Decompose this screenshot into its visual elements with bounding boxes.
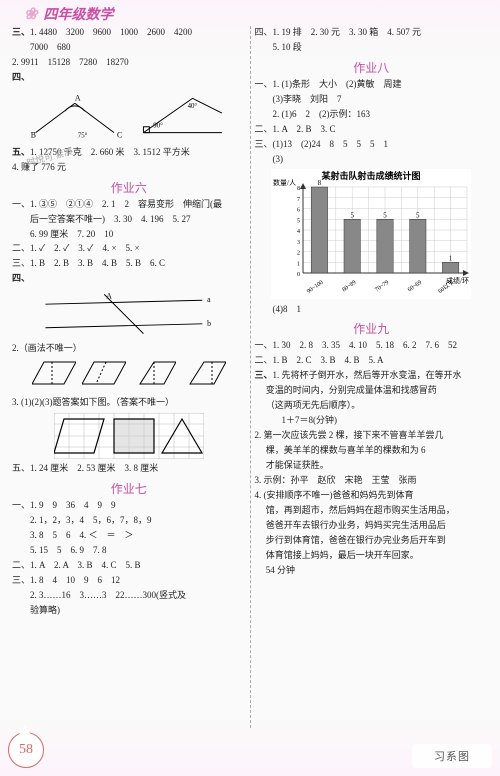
z9-q4-l3: 爸爸开车去银行办业务，妈妈买完生活用品后 [255,519,489,533]
svg-text:B: B [31,130,36,139]
z9-er: 二、1. B 2. C 3. B 4. B 5. A [255,354,489,368]
right-column: 四、1. 19 排 2. 30 元 3. 30 箱 4. 507 元 5. 10… [251,26,493,728]
parallel-lines-figure: a b A [16,289,242,339]
z9-san-head: 三、1. 先将杯子倒开水，然后等开水变温，在等开水 [255,369,489,383]
z7-er: 二、1. A 2. A 3. B 4. C 5. B [12,559,246,573]
svg-text:A: A [106,292,112,301]
svg-text:6: 6 [297,207,300,213]
svg-text:7: 7 [297,196,300,202]
svg-text:75°: 75° [78,132,88,139]
svg-text:底: 底 [46,387,53,388]
r-si-l1: 四、1. 19 排 2. 30 元 3. 30 箱 4. 507 元 [255,26,489,40]
paw-icon: ❀ [24,4,37,24]
z7-yi-l4: 5. 15 5 6. 9 7. 8 [12,544,246,558]
svg-text:1: 1 [449,254,453,262]
z8-yi-l2: (3)李晓 刘阳 7 [255,93,489,107]
si-head: 四、 [12,71,246,85]
grid-answer-figure [12,413,246,459]
z9-q1-l4: 1＋7＝8(分钟) [255,414,489,428]
svg-text:8: 8 [297,186,300,192]
z6-er: 二、1. ✓ 2. ✓ 3. ✓ 4. × 5. × [12,242,246,256]
san-l1: 三、1. 4480 3200 9600 1000 2600 4200 [12,26,246,40]
z6-yi-l2: 后一空答案不唯一) 3. 30 4. 196 5. 27 [12,213,246,227]
svg-text:C: C [117,130,122,139]
svg-text:3: 3 [297,239,300,245]
z9-q4-l2: 馆，再到超市，然后妈妈在超市购买生活用品， [255,504,489,518]
z7-yi-l2: 2. 1，2，3，4 5，6，7，8，9 [12,514,246,528]
svg-text:成绩/环: 成绩/环 [446,276,469,285]
shape-1: 底 [32,358,76,388]
page-number-badge: 58 [8,732,44,768]
z8-er: 二、1. A 2. B 3. C [255,123,489,137]
z9-q4-l6: 54 分钟 [255,564,489,578]
z7-san-l2: 2. 3……16 3……3 22……300(竖式及 [12,589,246,603]
z6-yi-l3: 6. 99 厘米 7. 20 10 [12,228,246,242]
z6-san: 三、1. B 2. B 3. B 4. B 5. B 6. C [12,257,246,271]
zuoye6-title: 作业六 [12,179,246,196]
z9-q4-l4: 步行到体育馆，爸爸在银行办完业务后开车到 [255,534,489,548]
page-number: 58 [19,742,33,758]
shape-4: 高 [182,358,226,388]
svg-text:5: 5 [384,211,388,219]
z9-q1-l2: 变温的时间内，分别完成量体温和找感冒药 [255,384,489,398]
svg-text:40°: 40° [188,103,198,110]
svg-text:1: 1 [297,261,300,267]
zuoye8-title: 作业八 [255,59,489,76]
z7-yi-l1: 一、1. 9 9 36 4 9 9 [12,499,246,513]
z9-q2-l1: 2. 第一次应该先尝 2 棵，接下来不管喜羊羊尝几 [255,429,489,443]
z8-san-l1: 三、(1)13 (2)24 8 5 5 5 1 [255,138,489,152]
z8-yi-l1: 一、1. (1)条形 大小 (2)黄敏 周建 [255,78,489,92]
z6-si-head: 四、 [12,272,246,286]
z9-yi: 一、1. 30 2. 8 3. 35 4. 10 5. 18 6. 2 7. 6… [255,339,489,353]
angle-figure: B A 75° C 40° 90° [16,88,242,143]
page-title: 四年级数学 [43,4,113,24]
svg-text:0: 0 [297,272,300,278]
svg-text:a: a [207,295,211,304]
svg-text:A: A [75,93,81,102]
svg-text:5: 5 [297,218,300,224]
z7-san-l1: 三、1. 8 4 10 9 6 12 [12,574,246,588]
svg-text:b: b [207,319,211,328]
zuoye9-title: 作业九 [255,320,489,337]
svg-text:底: 底 [146,387,153,388]
svg-text:90°: 90° [153,123,163,130]
z6-shapes3-caption: 3. (1)(2)(3)题答案如下图。（答案不唯一） [12,396,246,410]
shape-2: 高 [82,358,126,388]
san-l3: 2. 9911 15128 7280 18270 [12,56,246,70]
z8-yi-l3: 2. (1)6 2 (2)示例：163 [255,108,489,122]
bar-chart: 某射击队射击成绩统计图数量/人012345678890~100580~89570… [271,169,471,299]
z9-q4-l1: 4. (安排顺序不唯一)爸爸和妈妈先到体育 [255,489,489,503]
svg-text:高: 高 [196,387,203,388]
r-si-l2: 5. 10 段 [255,41,489,55]
z9-q1-l3: （这两项无先后顺序）。 [255,399,489,413]
z6-si-note: 2.（画法不唯一） [12,342,246,356]
watermark: 习系图 [412,744,492,768]
shape-row: 底 高 底 高 [12,358,246,388]
svg-text:5: 5 [416,211,420,219]
watermark-text: 习系图 [434,748,470,764]
z6-five: 五、1. 24 厘米 2. 53 厘米 3. 8 厘米 [12,462,246,476]
svg-text:某射击队射击成绩统计图: 某射击队射击成绩统计图 [322,170,421,181]
z8-san-l2: (3) [255,153,489,167]
content-wrap: 三、1. 4480 3200 9600 1000 2600 4200 /* re… [0,26,500,728]
san-l2: 7000 680 [12,41,246,55]
z9-q2-l2: 棵，美羊羊的棵数与喜羊羊的棵数和为 6 [255,444,489,458]
z9-q4-l5: 体育馆接上妈妈，最后一块开车回家。 [255,549,489,563]
z7-san-l3: 验算略) [12,604,246,618]
zuoye7-title: 作业七 [12,480,246,497]
z8-san-l3: (4)8 1 [255,303,489,317]
svg-text:数量/人: 数量/人 [273,178,296,187]
z6-yi-l1: 一、1. ③⑤ ②①④ 2. 1 2 容易变形 伸缩门(最 [12,198,246,212]
svg-text:高: 高 [96,387,103,388]
z9-q3: 3. 示例：孙平 赵欣 宋艳 王莹 张雨 [255,474,489,488]
z7-yi-l3: 3. 8 5 6 4. ＜ ＝ ＞ [12,529,246,543]
svg-text:8: 8 [318,179,322,187]
z9-q2-l3: 才能保证获胜。 [255,459,489,473]
left-column: 三、1. 4480 3200 9600 1000 2600 4200 /* re… [8,26,251,728]
svg-text:5: 5 [351,211,355,219]
shape-3: 底 [132,358,176,388]
page-header: ❀ 四年级数学 [0,0,500,26]
svg-text:2: 2 [297,250,300,256]
svg-text:4: 4 [297,229,300,235]
